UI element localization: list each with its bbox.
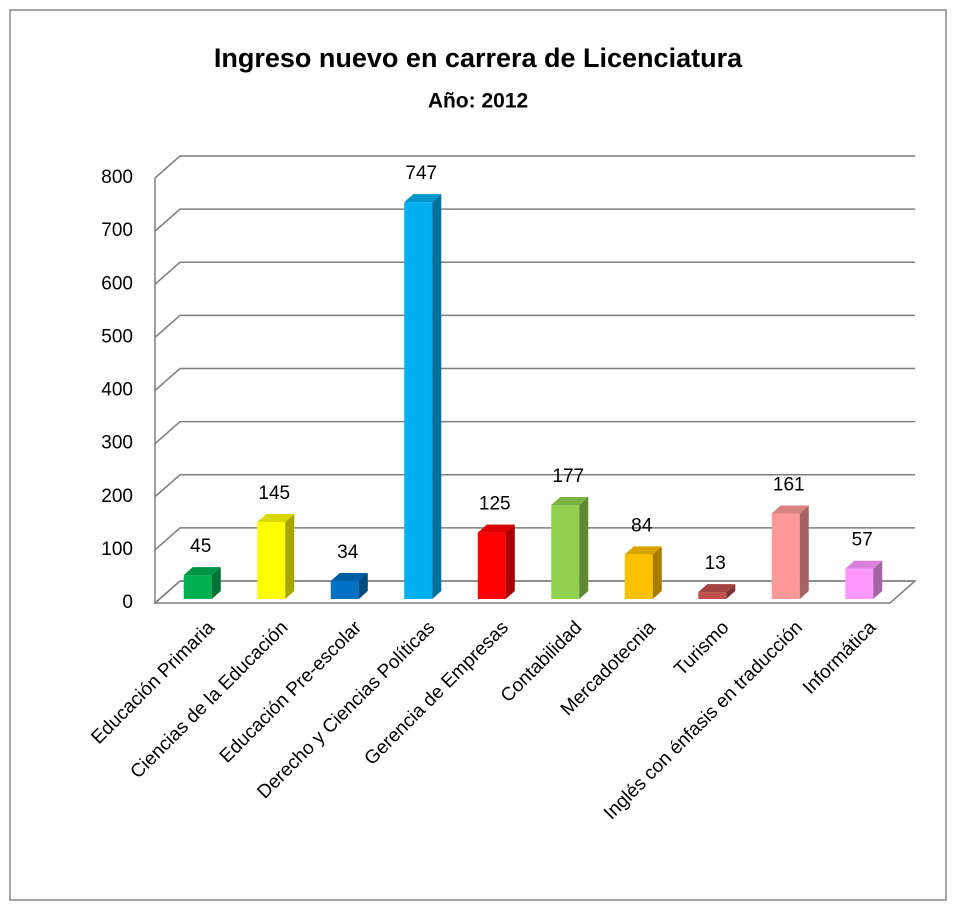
chart-border xyxy=(9,9,947,901)
value-label: 125 xyxy=(479,494,511,515)
y-tick-label: 700 xyxy=(101,220,133,241)
bar-side-shade xyxy=(285,513,295,599)
y-tick-label: 0 xyxy=(122,592,133,613)
bar-side-shade xyxy=(799,505,809,599)
bar-side-shade xyxy=(652,546,662,599)
grid-line xyxy=(154,527,915,551)
value-label: 161 xyxy=(773,474,805,495)
bar-side-shade xyxy=(873,560,883,599)
bar-side xyxy=(873,560,883,599)
bar-side xyxy=(358,572,368,599)
grid-line xyxy=(154,367,915,392)
grid-line xyxy=(154,208,915,232)
bar-top-shade xyxy=(698,584,736,593)
bar-side-shade xyxy=(505,524,515,599)
bar-top-shade xyxy=(183,567,221,576)
grid-line xyxy=(154,314,915,338)
bar-side-shade xyxy=(211,567,221,599)
bar-top xyxy=(477,524,515,533)
bar-top-shade xyxy=(551,496,589,505)
grid-line xyxy=(154,580,915,604)
bar-top-shade xyxy=(477,524,515,533)
bar-top-shade xyxy=(845,560,883,569)
value-label: 45 xyxy=(190,536,211,557)
bar-top xyxy=(183,567,221,576)
y-tick-label: 800 xyxy=(101,167,133,188)
bar-top xyxy=(404,194,442,203)
bar-side xyxy=(505,524,515,599)
bar-front xyxy=(771,513,800,599)
bar-front xyxy=(845,568,874,599)
chart-title: Ingreso nuevo en carrera de Licenciatura xyxy=(214,43,743,73)
value-label: 145 xyxy=(258,483,290,504)
bar-top-shade xyxy=(404,194,442,203)
grid-line xyxy=(154,155,915,179)
bar-side xyxy=(799,505,809,599)
bar-top xyxy=(771,505,809,514)
value-label: 57 xyxy=(852,530,873,551)
bar-top xyxy=(551,496,589,505)
bar-top-shade xyxy=(624,546,662,555)
bar-top xyxy=(698,584,736,593)
y-tick-label: 500 xyxy=(101,326,133,347)
bar-side xyxy=(432,194,442,599)
bar-front xyxy=(698,592,727,599)
y-tick-label: 300 xyxy=(101,433,133,454)
value-label: 177 xyxy=(552,466,584,487)
bar-front xyxy=(183,575,212,599)
y-tick-label: 400 xyxy=(101,380,133,401)
bar-front xyxy=(624,554,653,599)
bar-front xyxy=(257,521,286,599)
value-label: 34 xyxy=(337,542,359,563)
bar-front xyxy=(551,504,580,599)
bar-top xyxy=(330,572,368,581)
grid-line xyxy=(154,474,915,498)
value-label: 13 xyxy=(705,553,726,574)
bar-side xyxy=(726,584,736,599)
grid-line xyxy=(154,420,915,445)
value-label: 747 xyxy=(405,163,437,184)
bar-top-shade xyxy=(771,505,809,514)
chart-subtitle: Año: 2012 xyxy=(428,90,528,113)
bar-side-shade xyxy=(579,496,589,599)
bar-side-shade xyxy=(358,572,368,599)
bar-top-shade xyxy=(257,513,295,522)
bar-side-shade xyxy=(726,584,736,599)
bar-front xyxy=(404,202,433,599)
bar-front xyxy=(477,532,506,599)
bar-side xyxy=(652,546,662,599)
y-tick-label: 600 xyxy=(101,273,133,294)
bar-top xyxy=(257,513,295,522)
bar-side xyxy=(285,513,295,599)
bar-side-shade xyxy=(432,194,442,599)
grid-line xyxy=(154,261,915,285)
value-label: 84 xyxy=(631,515,653,536)
y-tick-label: 200 xyxy=(101,486,133,507)
bar-top xyxy=(624,546,662,555)
y-tick-label: 100 xyxy=(101,539,133,560)
bar-side xyxy=(211,567,221,599)
bar-top-shade xyxy=(330,572,368,581)
bar-front xyxy=(330,580,359,599)
bar-side xyxy=(579,496,589,599)
bar-top xyxy=(845,560,883,569)
